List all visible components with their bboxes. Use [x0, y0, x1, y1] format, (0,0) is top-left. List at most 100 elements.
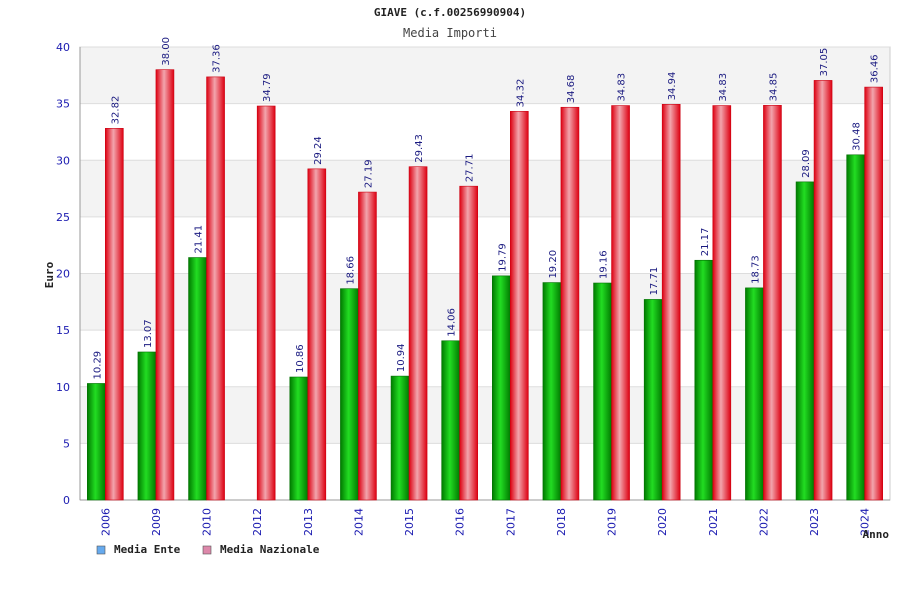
bar-media-nazionale: [611, 105, 630, 501]
data-label: 14.06: [447, 308, 458, 337]
x-tick-label: 2012: [251, 508, 264, 536]
bar-media-ente: [492, 275, 511, 501]
y-axis-label: Euro: [43, 261, 56, 288]
bar-media-nazionale: [813, 80, 833, 501]
data-label: 21.41: [194, 225, 205, 254]
data-label: 36.46: [870, 54, 881, 83]
data-label: 18.73: [750, 255, 761, 284]
bar-media-nazionale: [459, 185, 478, 501]
data-label: 18.66: [345, 256, 356, 285]
data-label: 10.86: [295, 344, 306, 373]
bar-media-nazionale: [661, 104, 681, 501]
bar-media-nazionale: [864, 86, 883, 501]
bar-media-nazionale: [763, 105, 782, 501]
data-label: 38.00: [161, 37, 172, 66]
data-label: 29.24: [313, 136, 324, 165]
data-label: 29.43: [414, 134, 425, 163]
x-tick-label: 2013: [302, 508, 315, 536]
bar-media-ente: [87, 383, 106, 501]
y-tick-label: 10: [56, 381, 70, 394]
bar-media-nazionale: [307, 168, 327, 501]
chart-title: GIAVE (c.f.00256990904): [374, 6, 526, 19]
x-tick-label: 2022: [757, 508, 770, 536]
data-label: 28.09: [801, 149, 812, 178]
bar-media-nazionale: [712, 105, 732, 501]
data-label: 34.32: [515, 79, 526, 108]
chart-subtitle: Media Importi: [403, 26, 497, 40]
x-tick-label: 2014: [352, 508, 365, 536]
x-tick-label: 2021: [707, 508, 720, 536]
data-label: 10.94: [396, 343, 407, 372]
y-tick-label: 15: [56, 324, 70, 337]
bar-media-ente: [542, 282, 562, 501]
x-tick-label: 2019: [606, 508, 619, 536]
bar-media-nazionale: [408, 166, 428, 501]
data-label: 19.79: [497, 243, 508, 272]
bar-media-ente: [745, 287, 764, 501]
legend: Media Ente Media Nazionale: [96, 543, 320, 556]
x-tick-label: 2010: [201, 508, 214, 536]
y-tick-label: 0: [63, 494, 70, 507]
x-tick-label: 2023: [808, 508, 821, 536]
data-label: 27.19: [363, 159, 374, 188]
data-label: 19.20: [548, 250, 559, 279]
data-label: 21.17: [700, 228, 711, 257]
x-axis-label: Anno: [863, 528, 890, 541]
bar-media-nazionale: [155, 69, 175, 501]
bar-media-ente: [188, 257, 207, 501]
x-tick-label: 2009: [150, 508, 163, 536]
legend-swatch: [202, 545, 212, 555]
bar-media-nazionale: [256, 105, 276, 501]
bar-media-ente: [137, 351, 157, 501]
bar-media-ente: [846, 154, 865, 501]
bar-media-ente: [340, 288, 359, 501]
data-label: 34.94: [667, 72, 678, 101]
data-label: 32.82: [110, 96, 121, 125]
x-tick-label: 2017: [504, 508, 517, 536]
y-tick-label: 25: [56, 211, 70, 224]
data-label: 37.05: [819, 48, 830, 77]
data-label: 30.48: [852, 122, 863, 151]
bar-media-ente: [643, 299, 663, 501]
data-label: 34.83: [718, 73, 729, 102]
bar-media-nazionale: [358, 191, 377, 501]
x-tick-label: 2018: [555, 508, 568, 536]
data-label: 34.85: [768, 73, 779, 102]
data-label: 19.16: [599, 250, 610, 279]
bar-media-ente: [593, 282, 612, 501]
data-label: 34.79: [262, 73, 273, 102]
data-label: 27.71: [465, 154, 476, 183]
bar-media-nazionale: [206, 76, 225, 501]
bar-media-ente: [694, 259, 714, 501]
data-label: 10.29: [92, 351, 103, 380]
bar-media-nazionale: [105, 128, 124, 501]
x-tick-label: 2006: [99, 508, 112, 536]
legend-label: Media Nazionale: [220, 543, 320, 556]
data-label: 13.07: [143, 319, 154, 348]
bar-media-ente: [441, 340, 460, 501]
bars: [87, 69, 883, 501]
y-axis-ticks: 0 5 10 15 20 25 30 35 40: [56, 41, 70, 507]
legend-swatch: [96, 545, 106, 555]
data-labels: 10.29 32.82 13.07 38.00 21.41 37.36 34.79 10.86…: [92, 37, 880, 379]
legend-label: Media Ente: [114, 543, 181, 556]
data-label: 37.36: [212, 44, 223, 73]
x-axis-ticks: 2006 2009 2010 2012 2013 2014 2015 2016 2017 2018…: [99, 508, 871, 536]
bar-media-ente: [795, 181, 815, 501]
y-tick-label: 5: [63, 437, 70, 450]
y-tick-label: 30: [56, 154, 70, 167]
x-tick-label: 2020: [656, 508, 669, 536]
y-tick-label: 20: [56, 268, 70, 281]
bar-media-nazionale: [510, 111, 529, 501]
bar-media-ente: [390, 375, 410, 501]
x-tick-label: 2024: [859, 508, 872, 536]
bar-media-ente: [289, 376, 309, 501]
data-label: 34.83: [617, 73, 628, 102]
y-tick-label: 40: [56, 41, 70, 54]
x-tick-label: 2015: [403, 508, 416, 536]
data-label: 34.68: [566, 75, 577, 104]
y-tick-label: 35: [56, 98, 70, 111]
x-tick-label: 2016: [454, 508, 467, 536]
data-label: 17.71: [649, 267, 660, 296]
